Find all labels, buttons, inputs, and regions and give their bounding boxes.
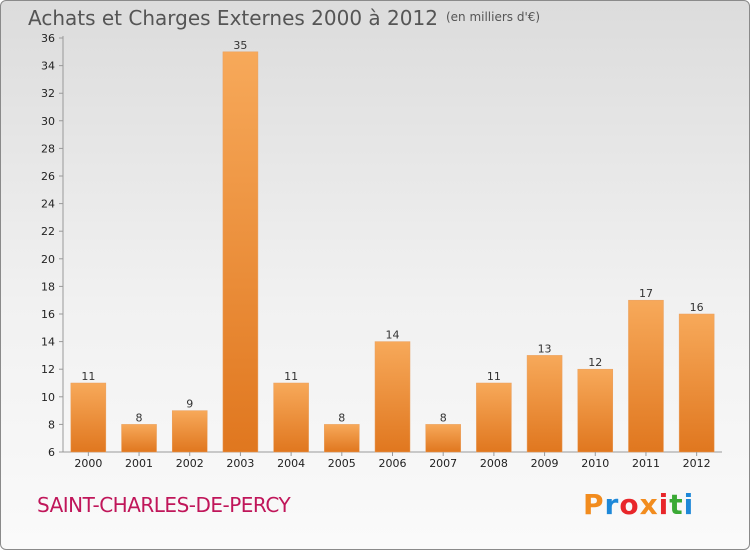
x-tick-label: 2005 bbox=[328, 457, 356, 470]
bar bbox=[121, 424, 157, 453]
logo-letter: t bbox=[669, 488, 684, 521]
data-label: 8 bbox=[338, 411, 345, 424]
y-tick-label: 26 bbox=[41, 170, 55, 183]
bar bbox=[273, 382, 309, 453]
bar bbox=[476, 382, 512, 453]
x-tick-label: 2008 bbox=[480, 457, 508, 470]
x-tick-label: 2006 bbox=[379, 457, 407, 470]
x-tick-label: 2004 bbox=[277, 457, 305, 470]
y-tick-label: 20 bbox=[41, 253, 55, 266]
bar bbox=[324, 424, 360, 453]
y-tick-label: 12 bbox=[41, 363, 55, 376]
bar bbox=[171, 410, 208, 453]
chart-title-text: Achats et Charges Externes 2000 à 2012 bbox=[28, 6, 438, 30]
logo-letter: i bbox=[658, 488, 670, 521]
logo-letter: x bbox=[639, 488, 659, 521]
proxiti-logo: Proxiti bbox=[583, 488, 694, 521]
y-tick-label: 24 bbox=[41, 198, 55, 211]
bar bbox=[425, 424, 461, 453]
bar bbox=[222, 51, 259, 453]
x-tick-label: 2002 bbox=[176, 457, 204, 470]
y-tick-label: 10 bbox=[41, 391, 55, 404]
bar bbox=[374, 341, 411, 453]
data-label: 35 bbox=[233, 39, 247, 52]
y-tick-label: 22 bbox=[41, 225, 55, 238]
bar bbox=[678, 313, 715, 453]
data-label: 11 bbox=[284, 370, 298, 383]
data-label: 13 bbox=[538, 342, 552, 355]
y-tick-label: 18 bbox=[41, 280, 55, 293]
data-label: 11 bbox=[487, 370, 501, 383]
logo-letter: o bbox=[619, 488, 640, 521]
data-label: 8 bbox=[440, 411, 447, 424]
data-label: 17 bbox=[639, 287, 653, 300]
data-label: 16 bbox=[690, 301, 704, 314]
commune-name: SAINT-CHARLES-DE-PERCY bbox=[37, 493, 291, 517]
logo-letter: i bbox=[683, 488, 695, 521]
y-tick-label: 14 bbox=[41, 336, 55, 349]
y-tick-label: 30 bbox=[41, 115, 55, 128]
x-tick-label: 2003 bbox=[226, 457, 254, 470]
y-tick-label: 36 bbox=[41, 32, 55, 45]
bar bbox=[526, 355, 563, 453]
y-tick-label: 16 bbox=[41, 308, 55, 321]
x-tick-label: 2009 bbox=[531, 457, 559, 470]
y-tick-label: 32 bbox=[41, 87, 55, 100]
bar bbox=[577, 368, 614, 453]
bar bbox=[70, 382, 107, 453]
bar bbox=[628, 299, 664, 453]
x-tick-label: 2000 bbox=[74, 457, 102, 470]
x-tick-label: 2012 bbox=[683, 457, 711, 470]
data-label: 11 bbox=[81, 370, 95, 383]
logo-letter: P bbox=[583, 488, 605, 521]
x-tick-label: 2007 bbox=[429, 457, 457, 470]
data-label: 9 bbox=[186, 398, 193, 411]
x-tick-label: 2010 bbox=[581, 457, 609, 470]
y-tick-label: 8 bbox=[48, 418, 55, 431]
data-label: 14 bbox=[386, 329, 400, 342]
data-label: 8 bbox=[136, 411, 143, 424]
chart-title: Achats et Charges Externes 2000 à 2012 (e… bbox=[28, 6, 540, 30]
y-tick-label: 28 bbox=[41, 142, 55, 155]
x-tick-label: 2001 bbox=[125, 457, 153, 470]
y-tick-label: 6 bbox=[48, 446, 55, 459]
chart-unit: (en milliers d'€) bbox=[445, 10, 541, 24]
data-label: 12 bbox=[588, 356, 602, 369]
logo-letter: r bbox=[604, 488, 620, 521]
y-tick-label: 34 bbox=[41, 60, 55, 73]
x-tick-label: 2011 bbox=[632, 457, 660, 470]
